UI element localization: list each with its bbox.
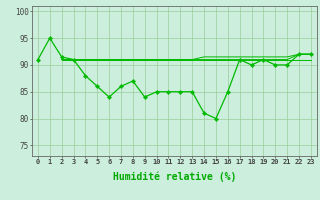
- X-axis label: Humidité relative (%): Humidité relative (%): [113, 171, 236, 182]
